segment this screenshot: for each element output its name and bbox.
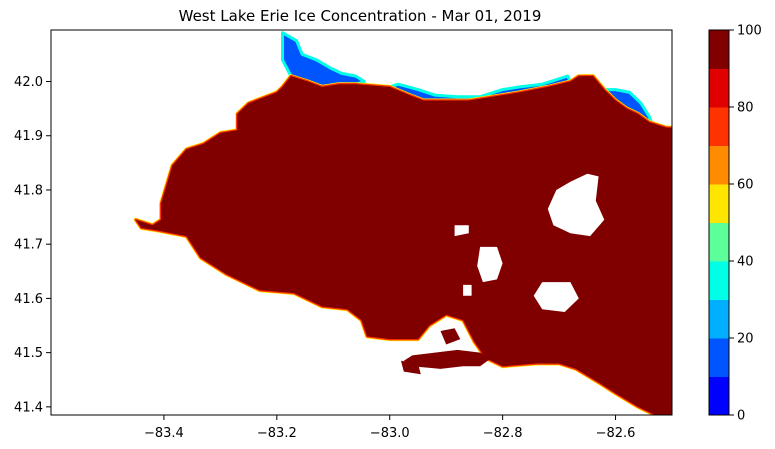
colorbar-tick-label: 80 — [737, 101, 754, 116]
colorbar-frame — [708, 29, 730, 416]
colorbar-segment — [709, 68, 729, 108]
colorbar-segment — [709, 299, 729, 339]
ice-region-full — [135, 76, 672, 415]
plot-area — [133, 31, 672, 415]
y-tick-label: 41.5 — [14, 346, 43, 361]
colorbar-segment — [709, 261, 729, 300]
x-tick-label: −83.4 — [144, 426, 184, 441]
colorbar-segment — [709, 338, 729, 377]
colorbar-segment — [709, 145, 729, 185]
y-tick-label: 41.8 — [14, 183, 43, 198]
chart-title: West Lake Erie Ice Concentration - Mar 0… — [179, 7, 542, 25]
colorbar-tick-label: 40 — [737, 255, 754, 270]
y-tick-label: 41.9 — [14, 129, 43, 144]
colorbar-tick-label: 60 — [737, 178, 754, 193]
x-tick-label: −82.6 — [596, 426, 636, 441]
colorbar-segment — [709, 376, 729, 416]
y-tick-label: 42.0 — [14, 75, 43, 90]
x-tick-label: −83.0 — [370, 426, 410, 441]
colorbar-segment — [709, 222, 729, 262]
y-tick-label: 41.4 — [14, 400, 43, 415]
colorbar-segment — [709, 30, 729, 69]
colorbar: 0 20 40 60 80 100 — [708, 24, 762, 424]
ice-region-south-fragment — [403, 349, 492, 369]
plot-frame — [50, 29, 673, 416]
y-tick-label: 41.6 — [14, 292, 43, 307]
colorbar-tick-label: 100 — [737, 24, 762, 39]
x-tick-label: −82.8 — [483, 426, 523, 441]
y-axis: 41.4 41.5 41.6 41.7 41.8 41.9 42.0 — [14, 75, 51, 415]
y-tick-label: 41.7 — [14, 238, 43, 253]
x-tick-label: −83.2 — [257, 426, 297, 441]
colorbar-segment — [709, 184, 729, 223]
colorbar-tick-label: 20 — [737, 332, 754, 347]
colorbar-segment — [709, 107, 729, 146]
x-axis: −83.4 −83.2 −83.0 −82.8 −82.6 — [144, 415, 635, 441]
colorbar-tick-label: 0 — [737, 409, 745, 424]
